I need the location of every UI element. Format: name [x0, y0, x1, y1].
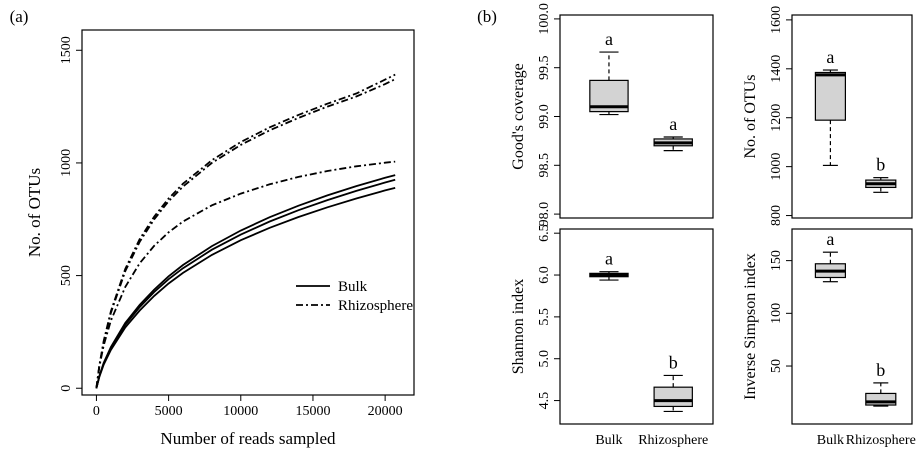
significance-letter: b: [876, 360, 885, 380]
panel-label-b: (b): [477, 7, 497, 26]
x-category-label: Rhizosphere: [638, 433, 708, 448]
y-tick-label: 99.0: [537, 104, 552, 129]
y-tick-label: 500: [59, 265, 74, 286]
y-tick-label: 98.0: [537, 202, 552, 227]
y-tick-label: 100: [769, 303, 784, 324]
x-category-label: Rhizosphere: [846, 433, 916, 448]
significance-letter: a: [605, 249, 613, 269]
x-tick-label: 5000: [155, 404, 183, 419]
y-tick-label: 1600: [769, 6, 784, 34]
significance-letter: a: [826, 229, 834, 249]
y-tick-label: 5.5: [537, 308, 552, 326]
significance-letter: a: [605, 29, 613, 49]
significance-letter: a: [669, 114, 677, 134]
panel-label-a: (a): [10, 7, 29, 26]
rhizosphere-curve: [95, 160, 396, 389]
bulk-curve: [95, 174, 396, 389]
significance-letter: b: [669, 352, 678, 372]
x-tick-label: 10000: [223, 404, 258, 419]
x-category-label: Bulk: [595, 433, 622, 448]
box-body: [814, 71, 847, 121]
y-tick-label: 98.5: [537, 153, 552, 178]
rhizosphere-curve: [95, 78, 396, 389]
x-axis-label: Number of reads sampled: [160, 429, 336, 448]
y-tick-label: 100.0: [537, 3, 552, 35]
x-tick-label: 15000: [295, 404, 330, 419]
y-tick-label: 6.0: [537, 266, 552, 284]
box-panel-frame: [559, 228, 714, 425]
y-tick-label: 150: [769, 250, 784, 271]
box-body: [653, 386, 693, 408]
y-axis-label: No. of OTUs: [742, 75, 759, 159]
x-category-label: Bulk: [817, 433, 844, 448]
y-tick-label: 5.0: [537, 350, 552, 368]
rhizosphere-curve: [95, 73, 396, 389]
y-tick-label: 99.5: [537, 55, 552, 80]
y-tick-label: 4.5: [537, 392, 552, 410]
y-tick-label: 1000: [59, 149, 74, 177]
y-tick-label: 1000: [769, 153, 784, 181]
y-tick-label: 1500: [59, 36, 74, 64]
y-axis-label: Good's coverage: [510, 63, 527, 169]
box-body: [865, 392, 897, 406]
y-tick-label: 1200: [769, 104, 784, 132]
y-tick-label: 1400: [769, 55, 784, 83]
y-axis-label: Inverse Simpson index: [742, 253, 759, 400]
y-tick-label: 0: [59, 385, 74, 392]
significance-letter: b: [876, 155, 885, 175]
x-tick-label: 0: [93, 404, 100, 419]
box-panel-frame: [559, 14, 714, 219]
plot-frame-a: [81, 29, 415, 396]
box-panel-frame: [791, 14, 913, 219]
legend-label: Bulk: [338, 279, 368, 295]
significance-letter: a: [826, 47, 834, 67]
y-axis-label: Shannon index: [510, 279, 527, 375]
legend-label: Rhizosphere: [338, 298, 413, 314]
y-tick-label: 6.5: [537, 224, 552, 242]
y-axis-label: No. of OTUs: [25, 168, 44, 257]
x-tick-label: 20000: [368, 404, 403, 419]
box-panel-frame: [791, 228, 913, 425]
y-tick-label: 800: [769, 205, 784, 226]
y-tick-label: 50: [769, 359, 784, 373]
